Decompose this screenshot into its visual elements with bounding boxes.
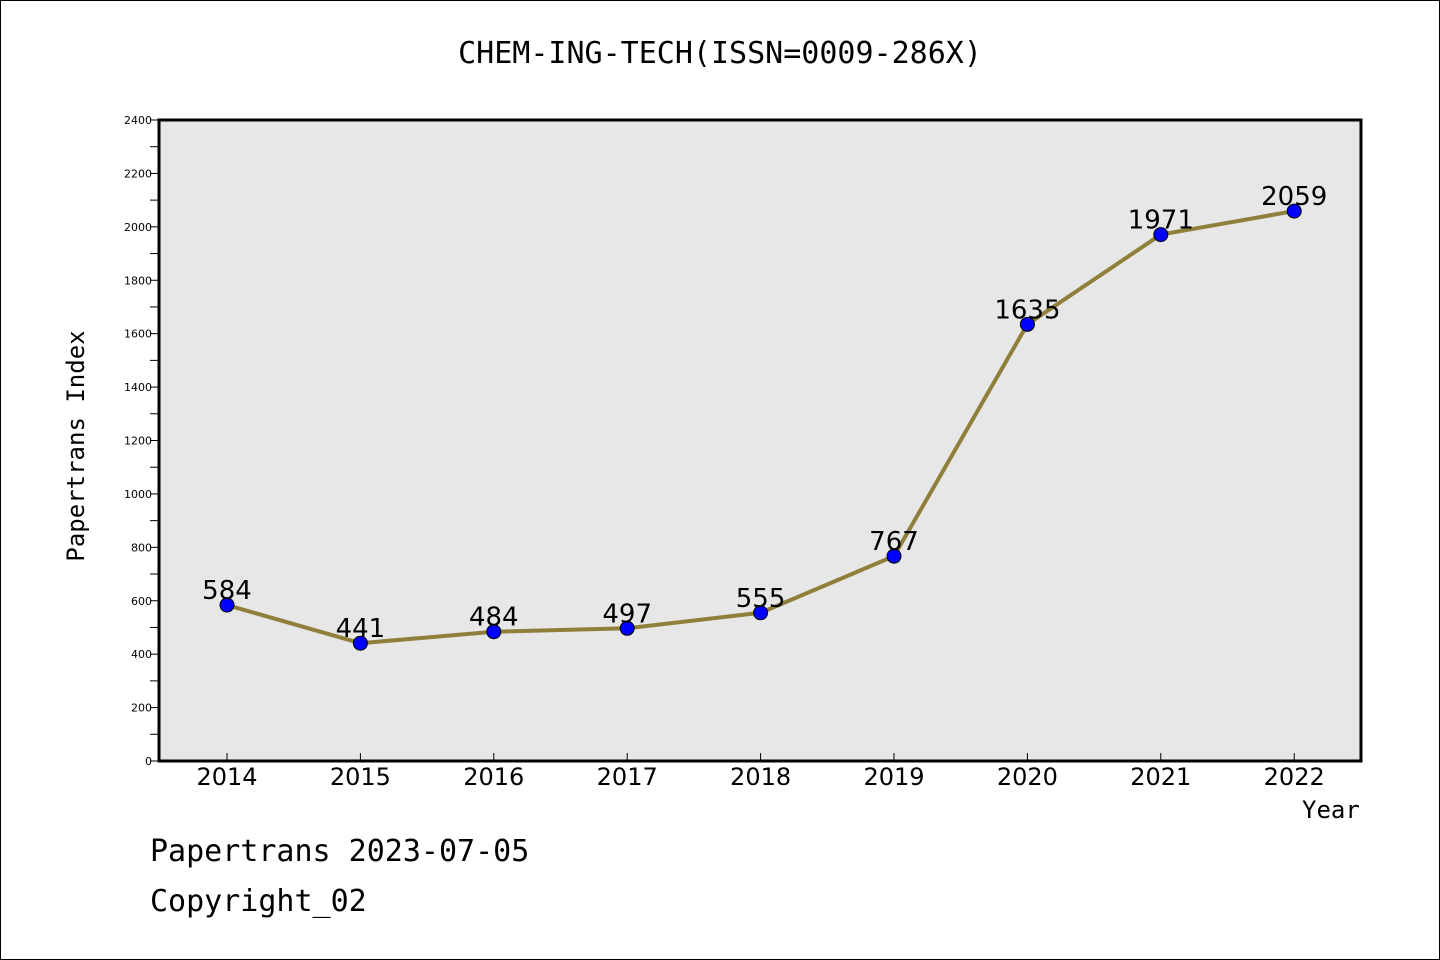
x-axis-label: Year <box>1302 796 1360 824</box>
y-tick-label: 1800 <box>124 274 152 287</box>
data-point <box>1286 203 1302 219</box>
data-label: 584 <box>202 576 252 606</box>
y-tick-label: 0 <box>145 755 152 768</box>
y-tick-label: 200 <box>131 702 152 715</box>
data-label: 767 <box>869 527 919 557</box>
footer-date: Papertrans 2023-07-05 <box>150 834 530 869</box>
data-point <box>1153 227 1169 243</box>
x-tick-label: 2017 <box>597 763 658 791</box>
data-point <box>219 597 235 613</box>
data-label: 1971 <box>1128 206 1194 236</box>
data-label: 555 <box>736 584 786 614</box>
data-point <box>753 605 769 621</box>
data-point <box>352 635 368 651</box>
y-tick-label: 400 <box>131 648 152 661</box>
x-tick-label: 2019 <box>863 763 924 791</box>
y-tick-label: 1000 <box>124 488 152 501</box>
x-tick-label: 2015 <box>330 763 391 791</box>
footer-copyright: Copyright_02 <box>150 884 367 919</box>
chart-title: CHEM-ING-TECH(ISSN=0009-286X) <box>458 36 982 71</box>
x-tick-label: 2018 <box>730 763 791 791</box>
y-tick-label: 1200 <box>124 435 152 448</box>
y-axis: 0 200 400 600 800 1000 1200 1400 1600 1800 2000 220… <box>124 114 159 768</box>
y-tick-label: 2400 <box>124 114 152 127</box>
data-point <box>886 548 902 564</box>
x-tick-label: 2016 <box>463 763 524 791</box>
data-point <box>486 624 502 640</box>
plot-border <box>157 118 1363 763</box>
data-point <box>1019 316 1035 332</box>
y-tick-label: 1600 <box>124 328 152 341</box>
y-tick-label: 800 <box>131 541 152 554</box>
x-tick-label: 2021 <box>1130 763 1191 791</box>
data-label: 497 <box>602 599 652 629</box>
y-tick-label: 600 <box>131 595 152 608</box>
x-axis: 2014 2015 2016 2017 2018 2019 2020 2021 2022 <box>196 753 1325 791</box>
data-label: 1635 <box>994 295 1060 325</box>
y-tick-label: 2000 <box>124 221 152 234</box>
x-tick-label: 2020 <box>997 763 1058 791</box>
data-point <box>619 620 635 636</box>
plot-area <box>159 120 1361 761</box>
x-tick-label: 2022 <box>1264 763 1325 791</box>
data-label: 484 <box>469 603 519 633</box>
data-label: 2059 <box>1261 182 1327 212</box>
series: 584 441 484 497 555 767 1635 1971 2059 <box>202 182 1327 651</box>
data-label: 441 <box>336 614 386 644</box>
x-tick-label: 2014 <box>196 763 257 791</box>
y-tick-label: 1400 <box>124 381 152 394</box>
y-tick-label: 2200 <box>124 167 152 180</box>
